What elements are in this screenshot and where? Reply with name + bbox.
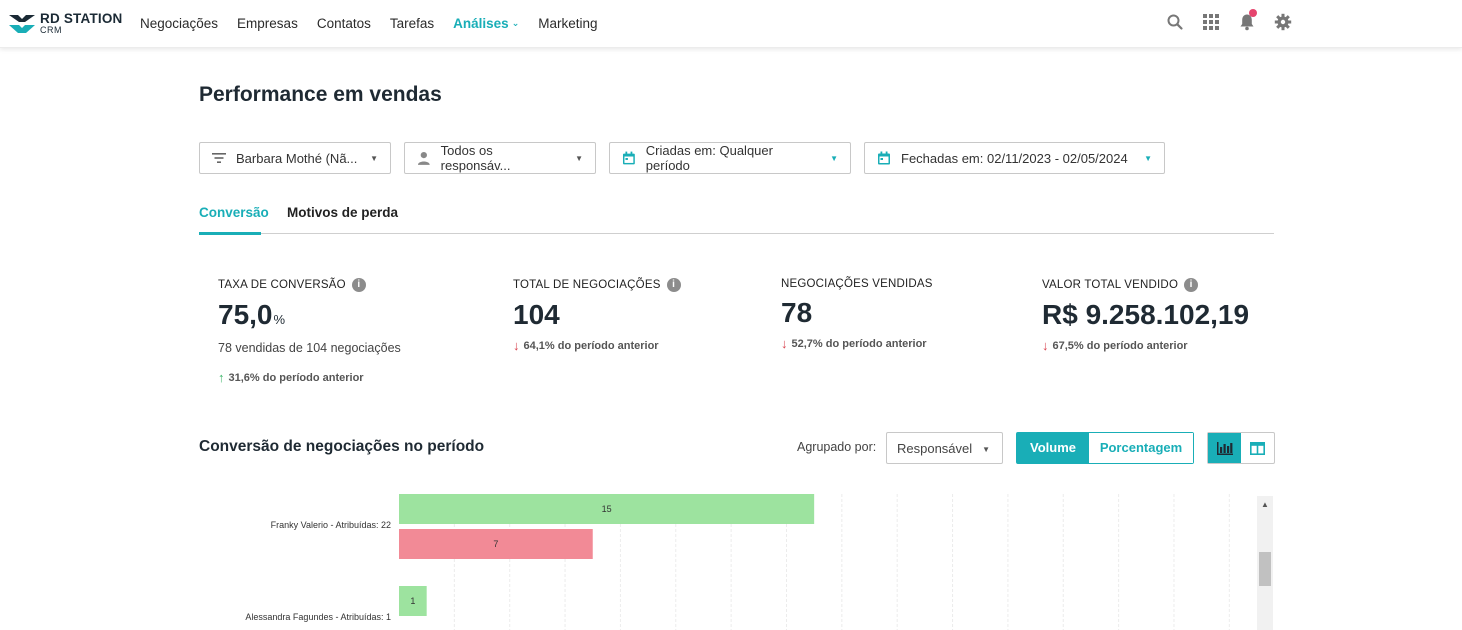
nav-analises-label: Análises — [453, 15, 509, 31]
kpi-valor-total-vendido: VALOR TOTAL VENDIDO i R$ 9.258.102,19 ↓ 67… — [1042, 278, 1249, 353]
page-title: Performance em vendas — [199, 83, 442, 106]
kpi-taxa-conversao: TAXA DE CONVERSÃO i 75,0% 78 vendidas de … — [218, 278, 401, 385]
calendar-icon — [622, 151, 635, 165]
main-nav: Negociações Empresas Contatos Tarefas An… — [140, 0, 598, 46]
kpi-delta: 52,7% do período anterior — [791, 337, 927, 350]
kpi-label: NEGOCIAÇÕES VENDIDAS — [781, 278, 933, 290]
percentage-button[interactable]: Porcentagem — [1089, 433, 1193, 463]
top-bar: RD STATION CRM Negociações Empresas Cont… — [0, 0, 1462, 48]
header-actions — [1166, 9, 1292, 31]
table-icon — [1250, 441, 1265, 455]
apps-grid-icon[interactable] — [1202, 13, 1220, 31]
gear-icon[interactable] — [1274, 13, 1292, 31]
group-by-select[interactable]: Responsável ▼ — [886, 432, 1003, 464]
created-date-value: Criadas em: Qualquer período — [645, 143, 773, 173]
closed-date-filter[interactable]: Fechadas em: 02/11/2023 - 02/05/2024 ▼ — [864, 142, 1165, 174]
filter-bar: Barbara Mothé (Nã... ▼ Todos os responsá… — [199, 142, 1165, 174]
kpi-value: 104 — [513, 299, 560, 330]
chevron-down-icon: ⌄ — [511, 17, 520, 28]
caret-down-icon: ▼ — [982, 445, 990, 454]
info-icon[interactable]: i — [666, 278, 681, 292]
closed-date-value: Fechadas em: 02/11/2023 - 02/05/2024 — [901, 150, 1128, 166]
nav-empresas[interactable]: Empresas — [237, 15, 298, 31]
category-label: Franky Valerio - Atribuídas: 22 — [271, 520, 391, 530]
funnel-filter[interactable]: Barbara Mothé (Nã... ▼ — [199, 142, 391, 174]
kpi-delta: 64,1% do período anterior — [523, 339, 659, 352]
bar-data-label: 15 — [602, 504, 612, 514]
kpi-total-negociacoes: TOTAL DE NEGOCIAÇÕES i 104 ↓ 64,1% do perí… — [513, 278, 681, 353]
caret-down-icon: ▼ — [1144, 153, 1152, 163]
nav-analises[interactable]: Análises ⌄ — [453, 16, 519, 31]
arrow-down-icon: ↓ — [513, 338, 520, 353]
calendar-icon — [878, 151, 890, 165]
kpi-value: 75,0 — [218, 299, 273, 330]
scrollbar-thumb[interactable] — [1259, 552, 1271, 586]
bar-series-0[interactable] — [399, 586, 427, 616]
bar-series-0[interactable] — [399, 494, 815, 524]
kpi-unit: % — [273, 312, 286, 327]
volume-button[interactable]: Volume — [1017, 433, 1089, 463]
nav-marketing[interactable]: Marketing — [538, 15, 598, 31]
chart-view-button[interactable] — [1208, 433, 1241, 463]
filter-lines-icon — [212, 153, 226, 163]
group-by-value: Responsável — [897, 441, 973, 456]
bar-data-label: 7 — [493, 539, 498, 549]
caret-down-icon: ▼ — [830, 153, 838, 163]
scroll-up-arrow-icon[interactable]: ▲ — [1261, 500, 1269, 509]
caret-down-icon: ▼ — [575, 153, 583, 163]
kpi-negociacoes-vendidas: NEGOCIAÇÕES VENDIDAS 78 ↓ 52,7% do períod… — [781, 278, 933, 351]
nav-contatos[interactable]: Contatos — [316, 15, 371, 31]
kpi-label: VALOR TOTAL VENDIDO — [1042, 279, 1179, 291]
group-by-label: Agrupado por: — [797, 440, 877, 454]
arrow-down-icon: ↓ — [1042, 338, 1049, 353]
kpi-value: 78 — [781, 297, 813, 328]
nav-tarefas[interactable]: Tarefas — [389, 15, 435, 31]
kpi-value: R$ 9.258.102,19 — [1042, 299, 1250, 330]
view-toggle — [1207, 432, 1275, 464]
owners-filter[interactable]: Todos os responsáv... ▼ — [404, 142, 596, 174]
rd-logo-mark-icon — [9, 15, 35, 33]
bar-chart-icon — [1216, 442, 1233, 455]
owners-filter-value: Todos os responsáv... — [440, 143, 511, 173]
mode-toggle: Volume Porcentagem — [1016, 432, 1194, 464]
bell-icon[interactable] — [1238, 9, 1257, 31]
conversion-bar-chart: Franky Valerio - Atribuídas: 22 15 7 Alessa… — [245, 494, 1230, 630]
category-label: Alessandra Fagundes - Atribuídas: 1 — [245, 612, 391, 622]
brand-name: RD STATION — [40, 11, 123, 26]
arrow-up-icon: ↑ — [218, 370, 225, 385]
chart-title: Conversão de negociações no período — [199, 438, 485, 455]
bar-data-label: 1 — [410, 596, 415, 606]
nav-negociacoes[interactable]: Negociações — [140, 15, 219, 31]
kpi-subtext: 78 vendidas de 104 negociações — [218, 341, 401, 355]
notification-dot — [1249, 9, 1257, 17]
funnel-filter-value: Barbara Mothé (Nã... — [236, 150, 358, 166]
kpi-label: TAXA DE CONVERSÃO — [218, 279, 346, 291]
kpi-delta: 31,6% do período anterior — [228, 371, 364, 384]
info-icon[interactable]: i — [351, 278, 366, 292]
tabs: Conversão Motivos de perda — [199, 197, 1274, 235]
chart-scrollbar[interactable]: ▲ — [1257, 496, 1273, 630]
bar-series-1[interactable] — [399, 529, 593, 559]
tab-motivos-de-perda[interactable]: Motivos de perda — [287, 205, 399, 220]
tab-conversao[interactable]: Conversão — [199, 205, 269, 235]
user-icon — [417, 151, 430, 165]
rd-station-logo[interactable]: RD STATION CRM — [8, 10, 123, 38]
info-icon[interactable]: i — [1184, 278, 1199, 292]
table-view-button[interactable] — [1241, 433, 1274, 463]
caret-down-icon: ▼ — [370, 153, 378, 163]
brand-sub: CRM — [40, 25, 62, 35]
arrow-down-icon: ↓ — [781, 336, 788, 351]
search-icon[interactable] — [1166, 13, 1184, 31]
kpi-delta: 67,5% do período anterior — [1052, 339, 1188, 352]
kpi-label: TOTAL DE NEGOCIAÇÕES — [513, 279, 661, 291]
created-date-filter[interactable]: Criadas em: Qualquer período ▼ — [609, 142, 851, 174]
